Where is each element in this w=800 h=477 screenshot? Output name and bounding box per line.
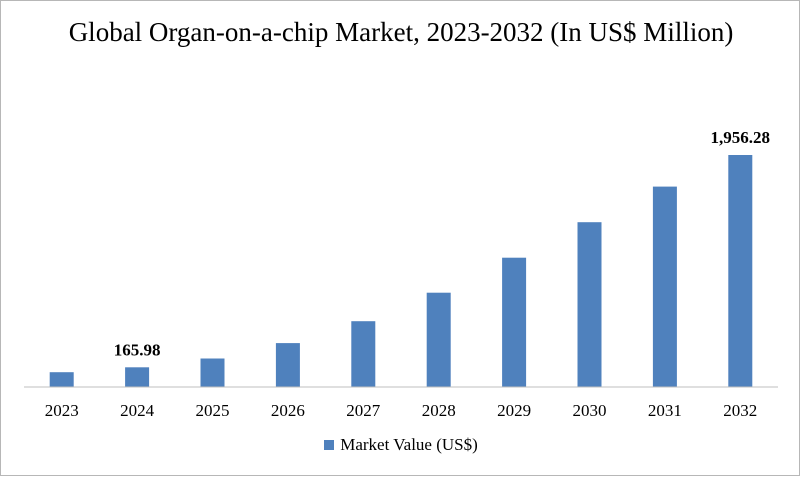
- bar-2031: [652, 186, 677, 387]
- bar-2025: [200, 358, 225, 387]
- x-tick-label-2027: 2027: [346, 401, 381, 420]
- x-tick-label-2024: 2024: [120, 401, 155, 420]
- bar-2030: [577, 222, 602, 387]
- x-tick-label-2026: 2026: [271, 401, 305, 420]
- x-tick-label-2023: 2023: [45, 401, 79, 420]
- data-label-2024: 165.98: [114, 340, 161, 359]
- x-tick-label-2032: 2032: [723, 401, 757, 420]
- bar-2023: [49, 372, 74, 387]
- chart-legend: Market Value (US$): [1, 435, 800, 455]
- bar-2027: [351, 321, 376, 387]
- x-tick-label-2025: 2025: [196, 401, 230, 420]
- bar-2029: [502, 257, 527, 387]
- legend-label: Market Value (US$): [340, 435, 478, 454]
- bar-2032: [728, 155, 753, 387]
- bar-2028: [426, 292, 451, 387]
- legend-swatch: [324, 440, 335, 450]
- x-tick-label-2030: 2030: [573, 401, 607, 420]
- chart-title: Global Organ-on-a-chip Market, 2023-2032…: [68, 17, 734, 47]
- x-tick-label-2031: 2031: [648, 401, 682, 420]
- x-tick-label-2028: 2028: [422, 401, 456, 420]
- bar-2026: [275, 343, 300, 387]
- data-label-2032: 1,956.28: [711, 128, 771, 147]
- x-tick-label-2029: 2029: [497, 401, 531, 420]
- bar-2024: [125, 367, 150, 387]
